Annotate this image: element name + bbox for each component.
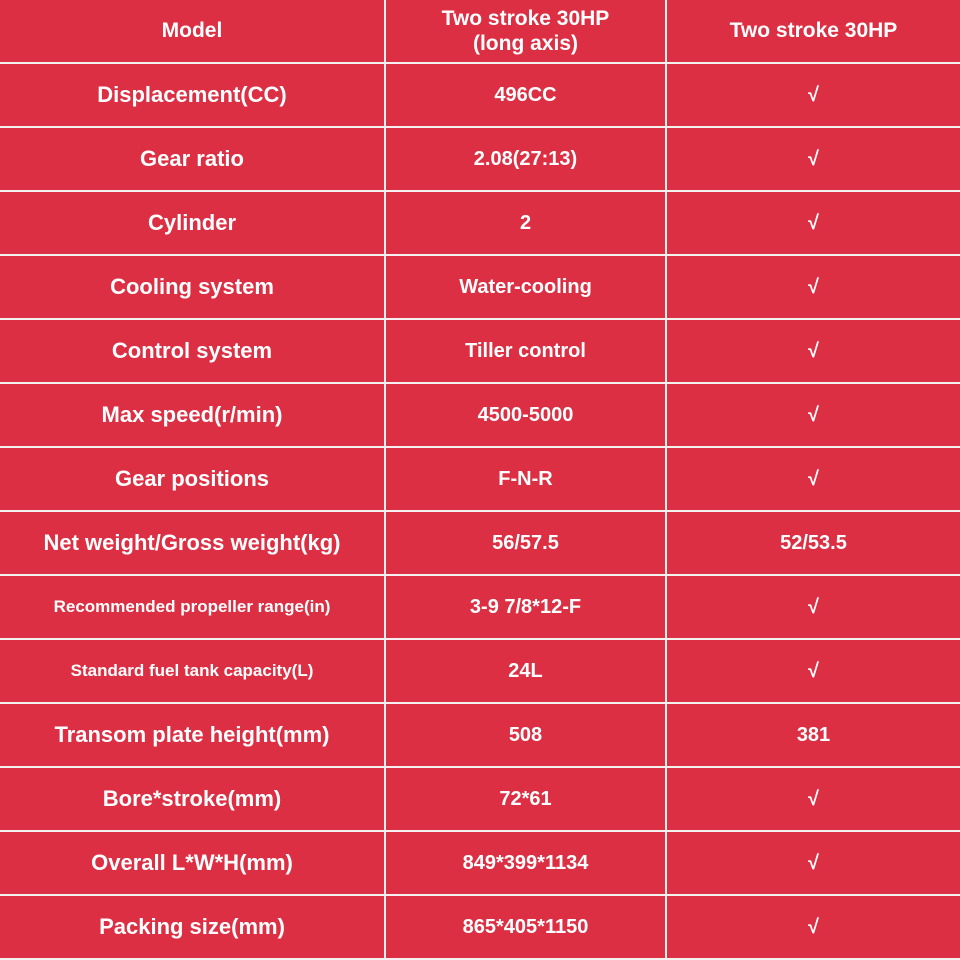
row-label: Control system	[0, 318, 386, 384]
table-row: Packing size(mm) 865*405*1150 √	[0, 894, 960, 960]
row-label: Cylinder	[0, 190, 386, 256]
table-row: Net weight/Gross weight(kg) 56/57.5 52/53.…	[0, 510, 960, 576]
cell-long-axis: 3-9 7/8*12-F	[384, 574, 667, 640]
row-label: Cooling system	[0, 254, 386, 320]
table-row: Max speed(r/min) 4500-5000 √	[0, 382, 960, 448]
header-row: Model Two stroke 30HP (long axis) Two str…	[0, 0, 960, 64]
table-row: Control system Tiller control √	[0, 318, 960, 384]
cell-standard: √	[665, 894, 960, 960]
header-col1-line2: (long axis)	[472, 32, 578, 55]
cell-long-axis: Tiller control	[384, 318, 667, 384]
table-row: Transom plate height(mm) 508 381	[0, 702, 960, 768]
cell-standard: √	[665, 638, 960, 704]
row-label: Standard fuel tank capacity(L)	[0, 638, 386, 704]
cell-long-axis: 849*399*1134	[384, 830, 667, 896]
table-row: Gear ratio 2.08(27:13) √	[0, 126, 960, 192]
cell-standard: √	[665, 318, 960, 384]
table-row: Standard fuel tank capacity(L) 24L √	[0, 638, 960, 704]
cell-standard: √	[665, 830, 960, 896]
cell-standard: √	[665, 446, 960, 512]
row-label: Transom plate height(mm)	[0, 702, 386, 768]
table-row: Recommended propeller range(in) 3-9 7/8*1…	[0, 574, 960, 640]
table-row: Gear positions F-N-R √	[0, 446, 960, 512]
cell-long-axis: F-N-R	[384, 446, 667, 512]
cell-long-axis: 4500-5000	[384, 382, 667, 448]
table-row: Overall L*W*H(mm) 849*399*1134 √	[0, 830, 960, 896]
header-col1-line1: Two stroke 30HP	[441, 6, 610, 30]
cell-long-axis: 56/57.5	[384, 510, 667, 576]
header-col2: Two stroke 30HP	[665, 0, 960, 64]
row-label: Recommended propeller range(in)	[0, 574, 386, 640]
cell-standard: √	[665, 126, 960, 192]
cell-long-axis: 72*61	[384, 766, 667, 832]
cell-long-axis: 865*405*1150	[384, 894, 667, 960]
cell-standard: √	[665, 766, 960, 832]
table-row: Cylinder 2 √	[0, 190, 960, 256]
cell-standard: √	[665, 190, 960, 256]
cell-standard: √	[665, 62, 960, 128]
cell-standard: 381	[665, 702, 960, 768]
row-label: Net weight/Gross weight(kg)	[0, 510, 386, 576]
row-label: Max speed(r/min)	[0, 382, 386, 448]
row-label: Gear ratio	[0, 126, 386, 192]
row-label: Packing size(mm)	[0, 894, 386, 960]
cell-standard: √	[665, 382, 960, 448]
header-model: Model	[0, 0, 386, 64]
row-label: Gear positions	[0, 446, 386, 512]
cell-long-axis: 2	[384, 190, 667, 256]
cell-long-axis: Water-cooling	[384, 254, 667, 320]
table-row: Bore*stroke(mm) 72*61 √	[0, 766, 960, 832]
cell-standard: 52/53.5	[665, 510, 960, 576]
cell-long-axis: 496CC	[384, 62, 667, 128]
row-label: Bore*stroke(mm)	[0, 766, 386, 832]
cell-standard: √	[665, 574, 960, 640]
row-label: Overall L*W*H(mm)	[0, 830, 386, 896]
header-col1: Two stroke 30HP (long axis)	[384, 0, 667, 64]
row-label: Displacement(CC)	[0, 62, 386, 128]
cell-long-axis: 2.08(27:13)	[384, 126, 667, 192]
cell-long-axis: 24L	[384, 638, 667, 704]
table-row: Cooling system Water-cooling √	[0, 254, 960, 320]
cell-standard: √	[665, 254, 960, 320]
cell-long-axis: 508	[384, 702, 667, 768]
table-row: Displacement(CC) 496CC √	[0, 62, 960, 128]
